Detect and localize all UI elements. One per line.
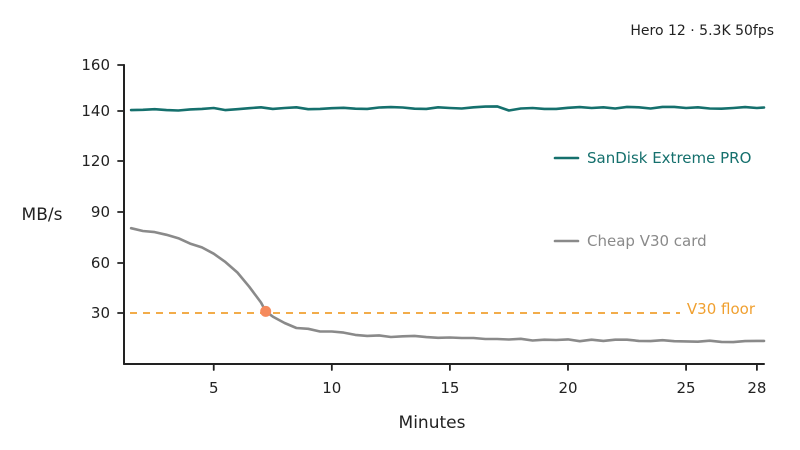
legend-label-0: SanDisk Extreme PRO — [587, 149, 751, 167]
chart-subtitle: Hero 12 · 5.3K 50fps — [630, 23, 774, 39]
x-tick-label-5: 5 — [209, 379, 219, 397]
legend: SanDisk Extreme PRO Cheap V30 card — [553, 149, 751, 250]
x-axis-label: Minutes — [399, 413, 466, 433]
x-tick-label-10: 10 — [322, 379, 341, 397]
x-tick-label-28: 28 — [747, 379, 766, 397]
reference-line-group: V30 floor — [130, 300, 756, 318]
series-line-1 — [129, 226, 766, 344]
y-tick-label-90: 90 — [91, 203, 110, 221]
axes: 30 60 90 120 140 160 5 10 15 20 25 28 — [81, 56, 766, 397]
y-tick-label-60: 60 — [91, 254, 110, 272]
y-tick-label-160: 160 — [81, 56, 110, 74]
series-group — [129, 105, 766, 344]
y-tick-label-30: 30 — [91, 304, 110, 322]
legend-label-1: Cheap V30 card — [587, 232, 707, 250]
series-line-0 — [129, 105, 766, 112]
y-tick-label-120: 120 — [81, 152, 110, 170]
highlight-point — [260, 305, 272, 317]
x-tick-label-25: 25 — [677, 379, 696, 397]
y-axis-label: MB/s — [22, 205, 63, 225]
x-tick-label-20: 20 — [558, 379, 577, 397]
y-tick-label-140: 140 — [81, 102, 110, 120]
x-tick-label-15: 15 — [440, 379, 459, 397]
v30-floor-label: V30 floor — [687, 300, 756, 318]
